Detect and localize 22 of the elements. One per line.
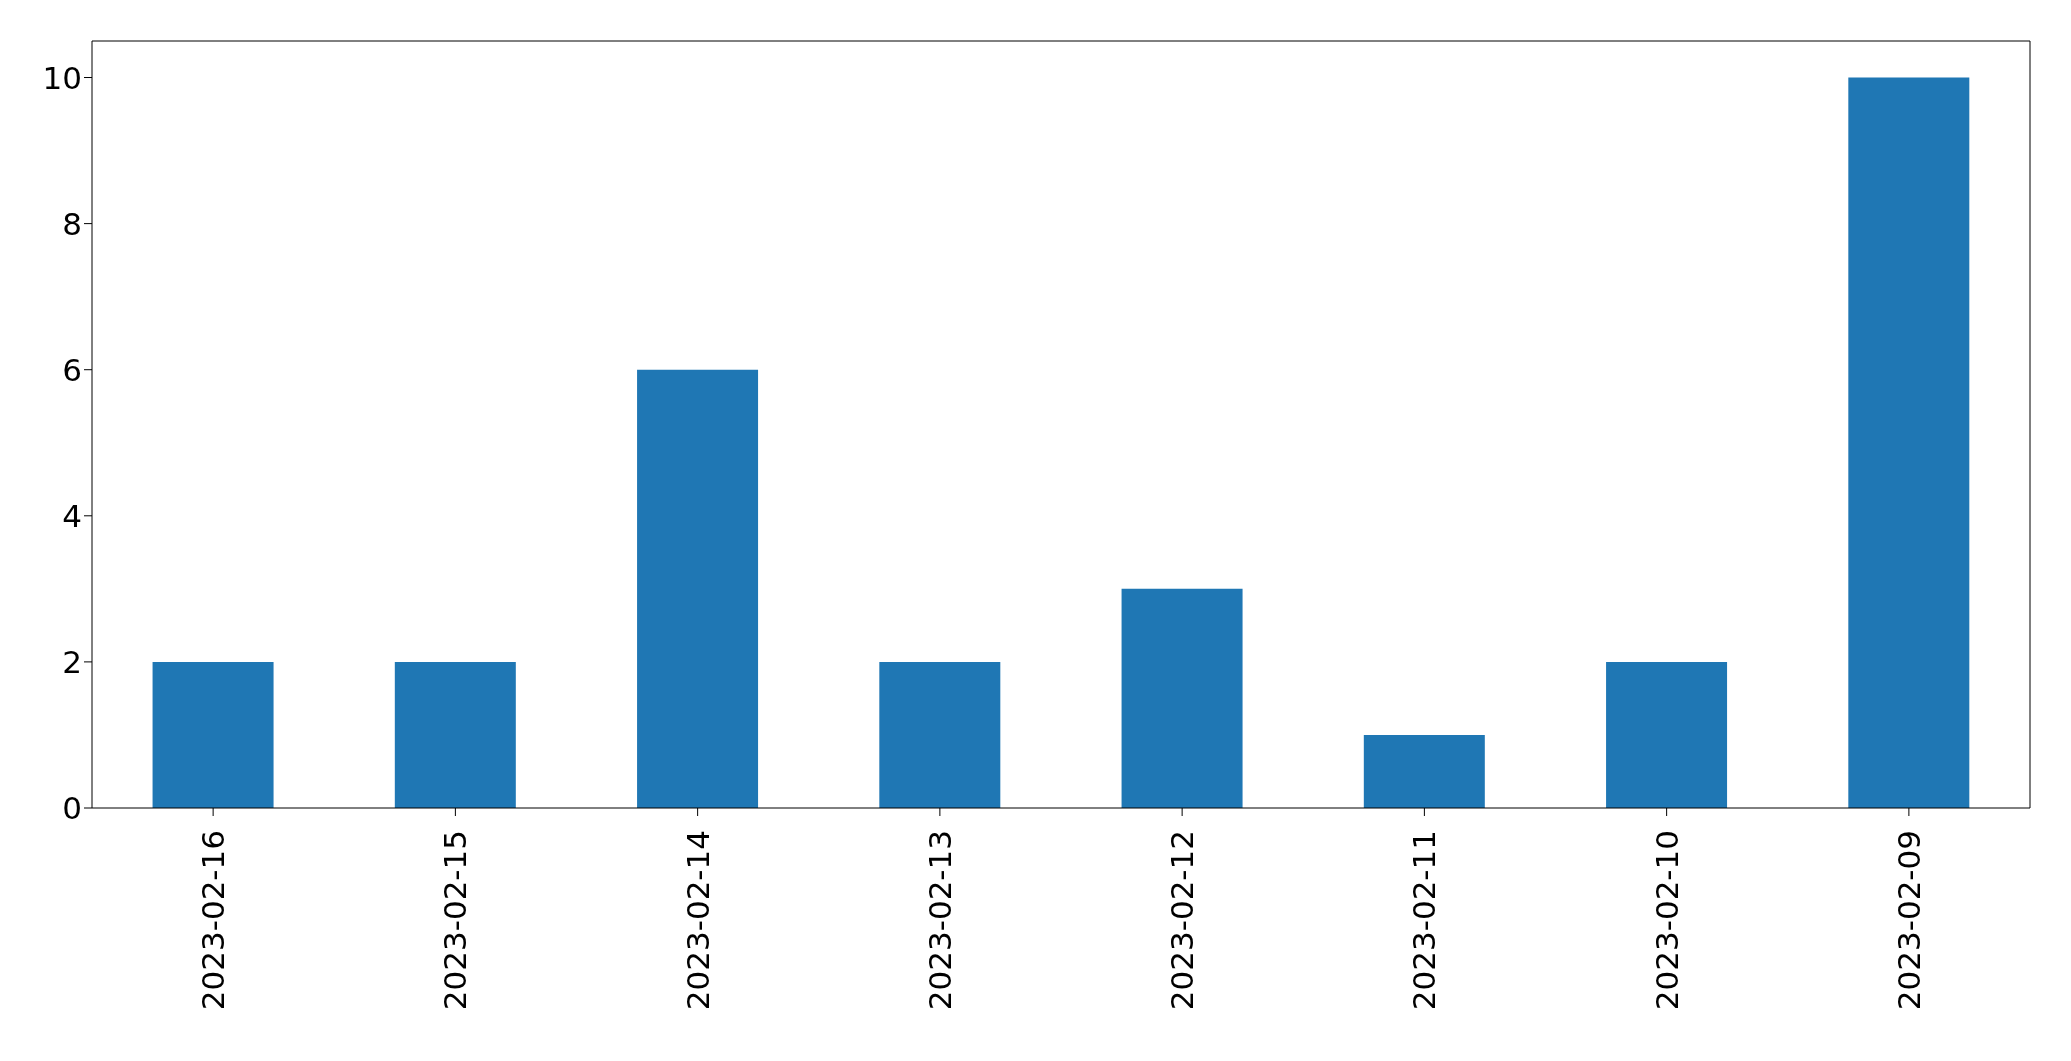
x-tick-label: 2023-02-11 <box>1406 830 1443 1011</box>
x-tick-label: 2023-02-12 <box>1164 830 1201 1011</box>
y-tick-label: 4 <box>62 497 82 534</box>
y-tick-label: 2 <box>62 643 82 680</box>
x-tick-label: 2023-02-09 <box>1890 830 1927 1011</box>
x-tick-label: 2023-02-14 <box>679 830 716 1011</box>
y-tick-label: 10 <box>42 59 82 96</box>
x-tick-label: 2023-02-16 <box>195 830 232 1011</box>
bar <box>152 661 274 808</box>
bar <box>1363 734 1485 808</box>
x-tick-label: 2023-02-10 <box>1648 830 1685 1011</box>
y-tick-label: 0 <box>62 790 82 827</box>
x-tick-label: 2023-02-15 <box>437 830 474 1011</box>
x-tick-label: 2023-02-13 <box>921 830 958 1011</box>
bar <box>1121 588 1243 808</box>
bar <box>1606 661 1728 808</box>
bar <box>637 369 759 808</box>
y-tick-label: 6 <box>62 351 82 388</box>
bar <box>1848 77 1970 808</box>
bar <box>879 661 1001 808</box>
bar <box>394 661 516 808</box>
y-tick-label: 8 <box>62 205 82 242</box>
